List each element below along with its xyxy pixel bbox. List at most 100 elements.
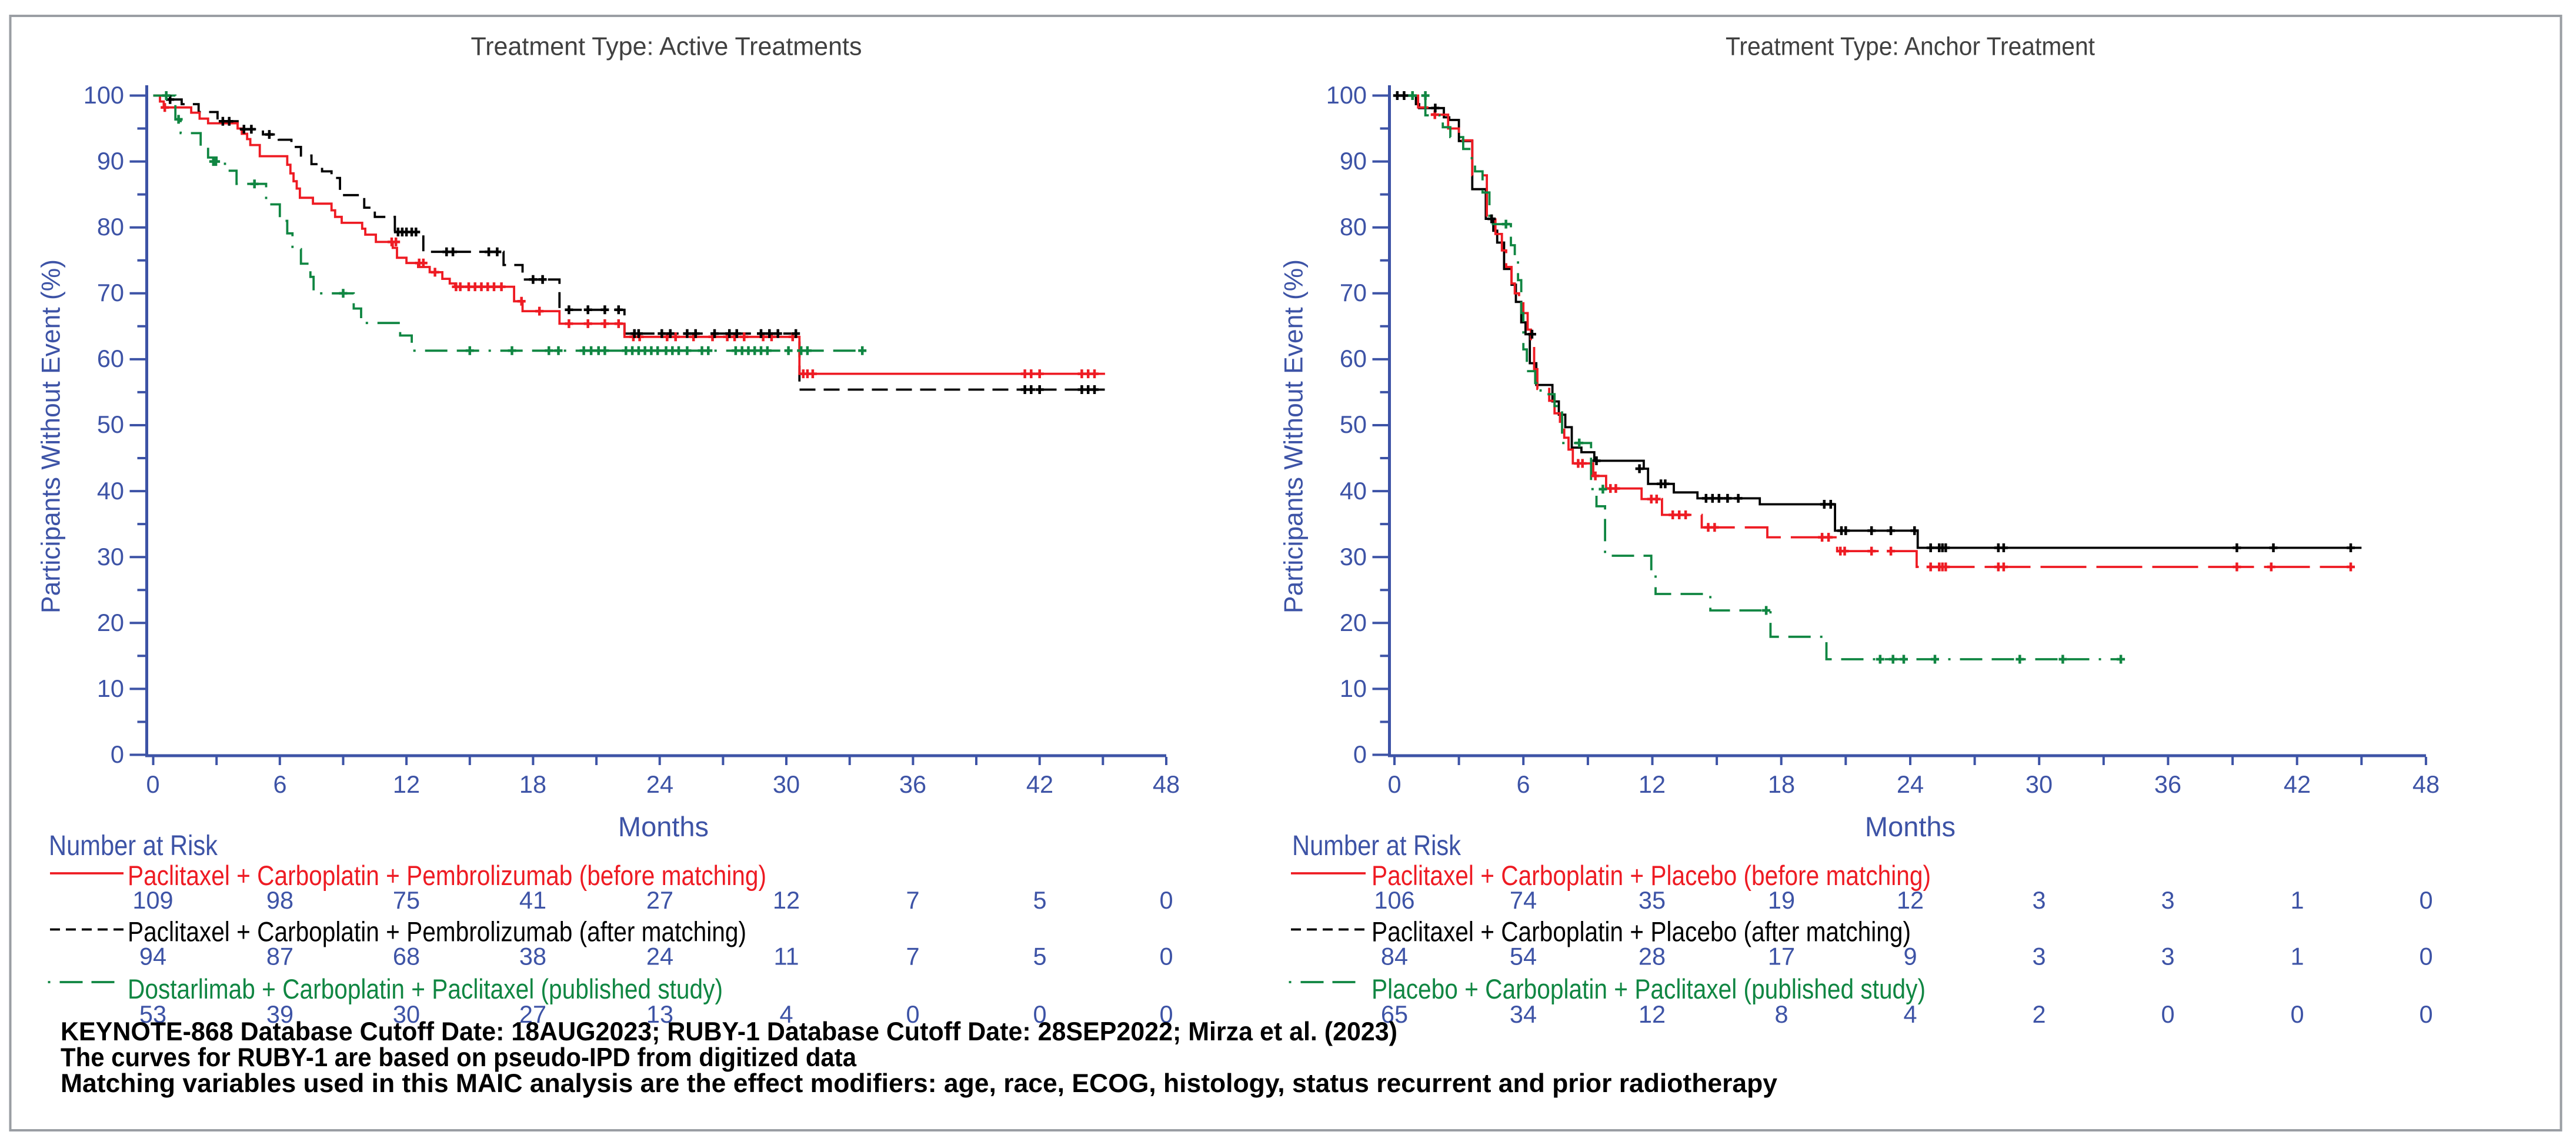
svg-text:5: 5 — [1033, 886, 1046, 914]
svg-text:24: 24 — [646, 943, 673, 970]
svg-text:12: 12 — [1897, 886, 1924, 914]
svg-text:Number at Risk: Number at Risk — [49, 830, 218, 862]
svg-text:Participants Without Event (%): Participants Without Event (%) — [37, 259, 66, 613]
svg-text:90: 90 — [1340, 147, 1367, 175]
svg-text:Paclitaxel + Carboplatin + Pla: Paclitaxel + Carboplatin + Placebo (afte… — [1372, 916, 1911, 947]
svg-text:18: 18 — [1768, 770, 1795, 798]
svg-text:17: 17 — [1768, 943, 1795, 970]
svg-text:75: 75 — [393, 886, 420, 914]
svg-text:84: 84 — [1381, 943, 1408, 970]
svg-text:KEYNOTE-868 Database Cutoff Da: KEYNOTE-868 Database Cutoff Date: 18AUG2… — [61, 1017, 1397, 1046]
svg-text:27: 27 — [519, 1000, 546, 1028]
svg-text:0: 0 — [1159, 1000, 1173, 1028]
svg-text:36: 36 — [899, 770, 926, 798]
svg-text:6: 6 — [273, 770, 286, 798]
svg-text:39: 39 — [266, 1000, 293, 1028]
svg-text:3: 3 — [2032, 943, 2046, 970]
svg-text:0: 0 — [2419, 886, 2432, 914]
svg-text:0: 0 — [2419, 943, 2432, 970]
svg-text:34: 34 — [1510, 1000, 1537, 1028]
svg-text:2: 2 — [2032, 1000, 2046, 1028]
svg-text:12: 12 — [1639, 770, 1666, 798]
svg-text:35: 35 — [1639, 886, 1666, 914]
svg-text:20: 20 — [97, 609, 124, 636]
svg-text:11: 11 — [773, 943, 799, 970]
svg-text:70: 70 — [97, 279, 124, 306]
svg-text:65: 65 — [1381, 1000, 1408, 1028]
svg-text:10: 10 — [97, 675, 124, 702]
svg-text:60: 60 — [97, 345, 124, 372]
svg-text:3: 3 — [2032, 886, 2046, 914]
svg-text:0: 0 — [1159, 886, 1173, 914]
svg-text:4: 4 — [1903, 1000, 1917, 1028]
svg-text:20: 20 — [1340, 609, 1367, 636]
svg-text:24: 24 — [646, 770, 673, 798]
svg-text:30: 30 — [773, 770, 800, 798]
svg-text:Treatment Type: Anchor Treatme: Treatment Type: Anchor Treatment — [1726, 32, 2095, 61]
svg-text:94: 94 — [139, 943, 166, 970]
svg-text:0: 0 — [2419, 1000, 2432, 1028]
svg-text:Dostarlimab + Carboplatin + Pa: Dostarlimab + Carboplatin + Paclitaxel (… — [128, 973, 723, 1004]
svg-text:50: 50 — [1340, 410, 1367, 438]
svg-text:9: 9 — [1903, 943, 1917, 970]
svg-text:60: 60 — [1340, 345, 1367, 372]
svg-text:40: 40 — [97, 477, 124, 505]
svg-text:74: 74 — [1510, 886, 1537, 914]
svg-text:3: 3 — [2161, 886, 2174, 914]
svg-text:98: 98 — [266, 886, 293, 914]
svg-text:Months: Months — [1865, 811, 1956, 842]
svg-text:0: 0 — [1033, 1000, 1046, 1028]
svg-text:1: 1 — [2290, 943, 2304, 970]
svg-text:42: 42 — [1026, 770, 1053, 798]
svg-text:40: 40 — [1340, 477, 1367, 505]
svg-text:24: 24 — [1897, 770, 1924, 798]
svg-text:48: 48 — [1153, 770, 1180, 798]
svg-text:8: 8 — [1774, 1000, 1788, 1028]
svg-text:87: 87 — [266, 943, 293, 970]
svg-text:7: 7 — [906, 886, 919, 914]
svg-text:80: 80 — [1340, 213, 1367, 241]
svg-text:30: 30 — [97, 543, 124, 570]
svg-text:Placebo + Carboplatin + Paclit: Placebo + Carboplatin + Paclitaxel (publ… — [1372, 973, 1926, 1004]
svg-text:109: 109 — [132, 886, 173, 914]
svg-text:0: 0 — [2161, 1000, 2174, 1028]
svg-text:0: 0 — [146, 770, 159, 798]
svg-text:41: 41 — [519, 886, 546, 914]
svg-text:0: 0 — [906, 1000, 919, 1028]
svg-text:19: 19 — [1768, 886, 1795, 914]
svg-text:Treatment Type: Active Treatme: Treatment Type: Active Treatments — [471, 32, 862, 61]
svg-text:30: 30 — [1340, 543, 1367, 570]
svg-text:12: 12 — [393, 770, 420, 798]
svg-text:48: 48 — [2413, 770, 2440, 798]
svg-text:50: 50 — [97, 410, 124, 438]
svg-text:42: 42 — [2284, 770, 2311, 798]
svg-text:Paclitaxel + Carboplatin + Pla: Paclitaxel + Carboplatin + Placebo (befo… — [1372, 860, 1931, 891]
svg-text:5: 5 — [1033, 943, 1046, 970]
svg-text:90: 90 — [97, 147, 124, 175]
svg-text:1: 1 — [2290, 886, 2304, 914]
svg-text:13: 13 — [646, 1000, 673, 1028]
svg-text:0: 0 — [1387, 770, 1401, 798]
svg-text:27: 27 — [646, 886, 673, 914]
svg-text:12: 12 — [1639, 1000, 1666, 1028]
svg-text:10: 10 — [1340, 675, 1367, 702]
svg-text:6: 6 — [1516, 770, 1530, 798]
svg-text:4: 4 — [779, 1000, 793, 1028]
svg-text:Number at Risk: Number at Risk — [1292, 830, 1461, 862]
svg-text:12: 12 — [773, 886, 800, 914]
svg-text:Matching variables used in thi: Matching variables used in this MAIC ana… — [61, 1069, 1777, 1098]
svg-text:30: 30 — [393, 1000, 420, 1028]
svg-text:28: 28 — [1639, 943, 1666, 970]
svg-text:106: 106 — [1374, 886, 1414, 914]
svg-text:100: 100 — [1326, 81, 1367, 109]
svg-text:70: 70 — [1340, 279, 1367, 306]
svg-text:53: 53 — [139, 1000, 166, 1028]
svg-text:0: 0 — [111, 740, 124, 768]
svg-text:38: 38 — [519, 943, 546, 970]
svg-text:30: 30 — [2026, 770, 2053, 798]
svg-text:Paclitaxel + Carboplatin + Pem: Paclitaxel + Carboplatin + Pembrolizumab… — [128, 916, 746, 947]
svg-text:Paclitaxel + Carboplatin + Pem: Paclitaxel + Carboplatin + Pembrolizumab… — [128, 860, 766, 891]
svg-text:100: 100 — [84, 81, 124, 109]
svg-text:7: 7 — [906, 943, 919, 970]
svg-text:18: 18 — [519, 770, 546, 798]
